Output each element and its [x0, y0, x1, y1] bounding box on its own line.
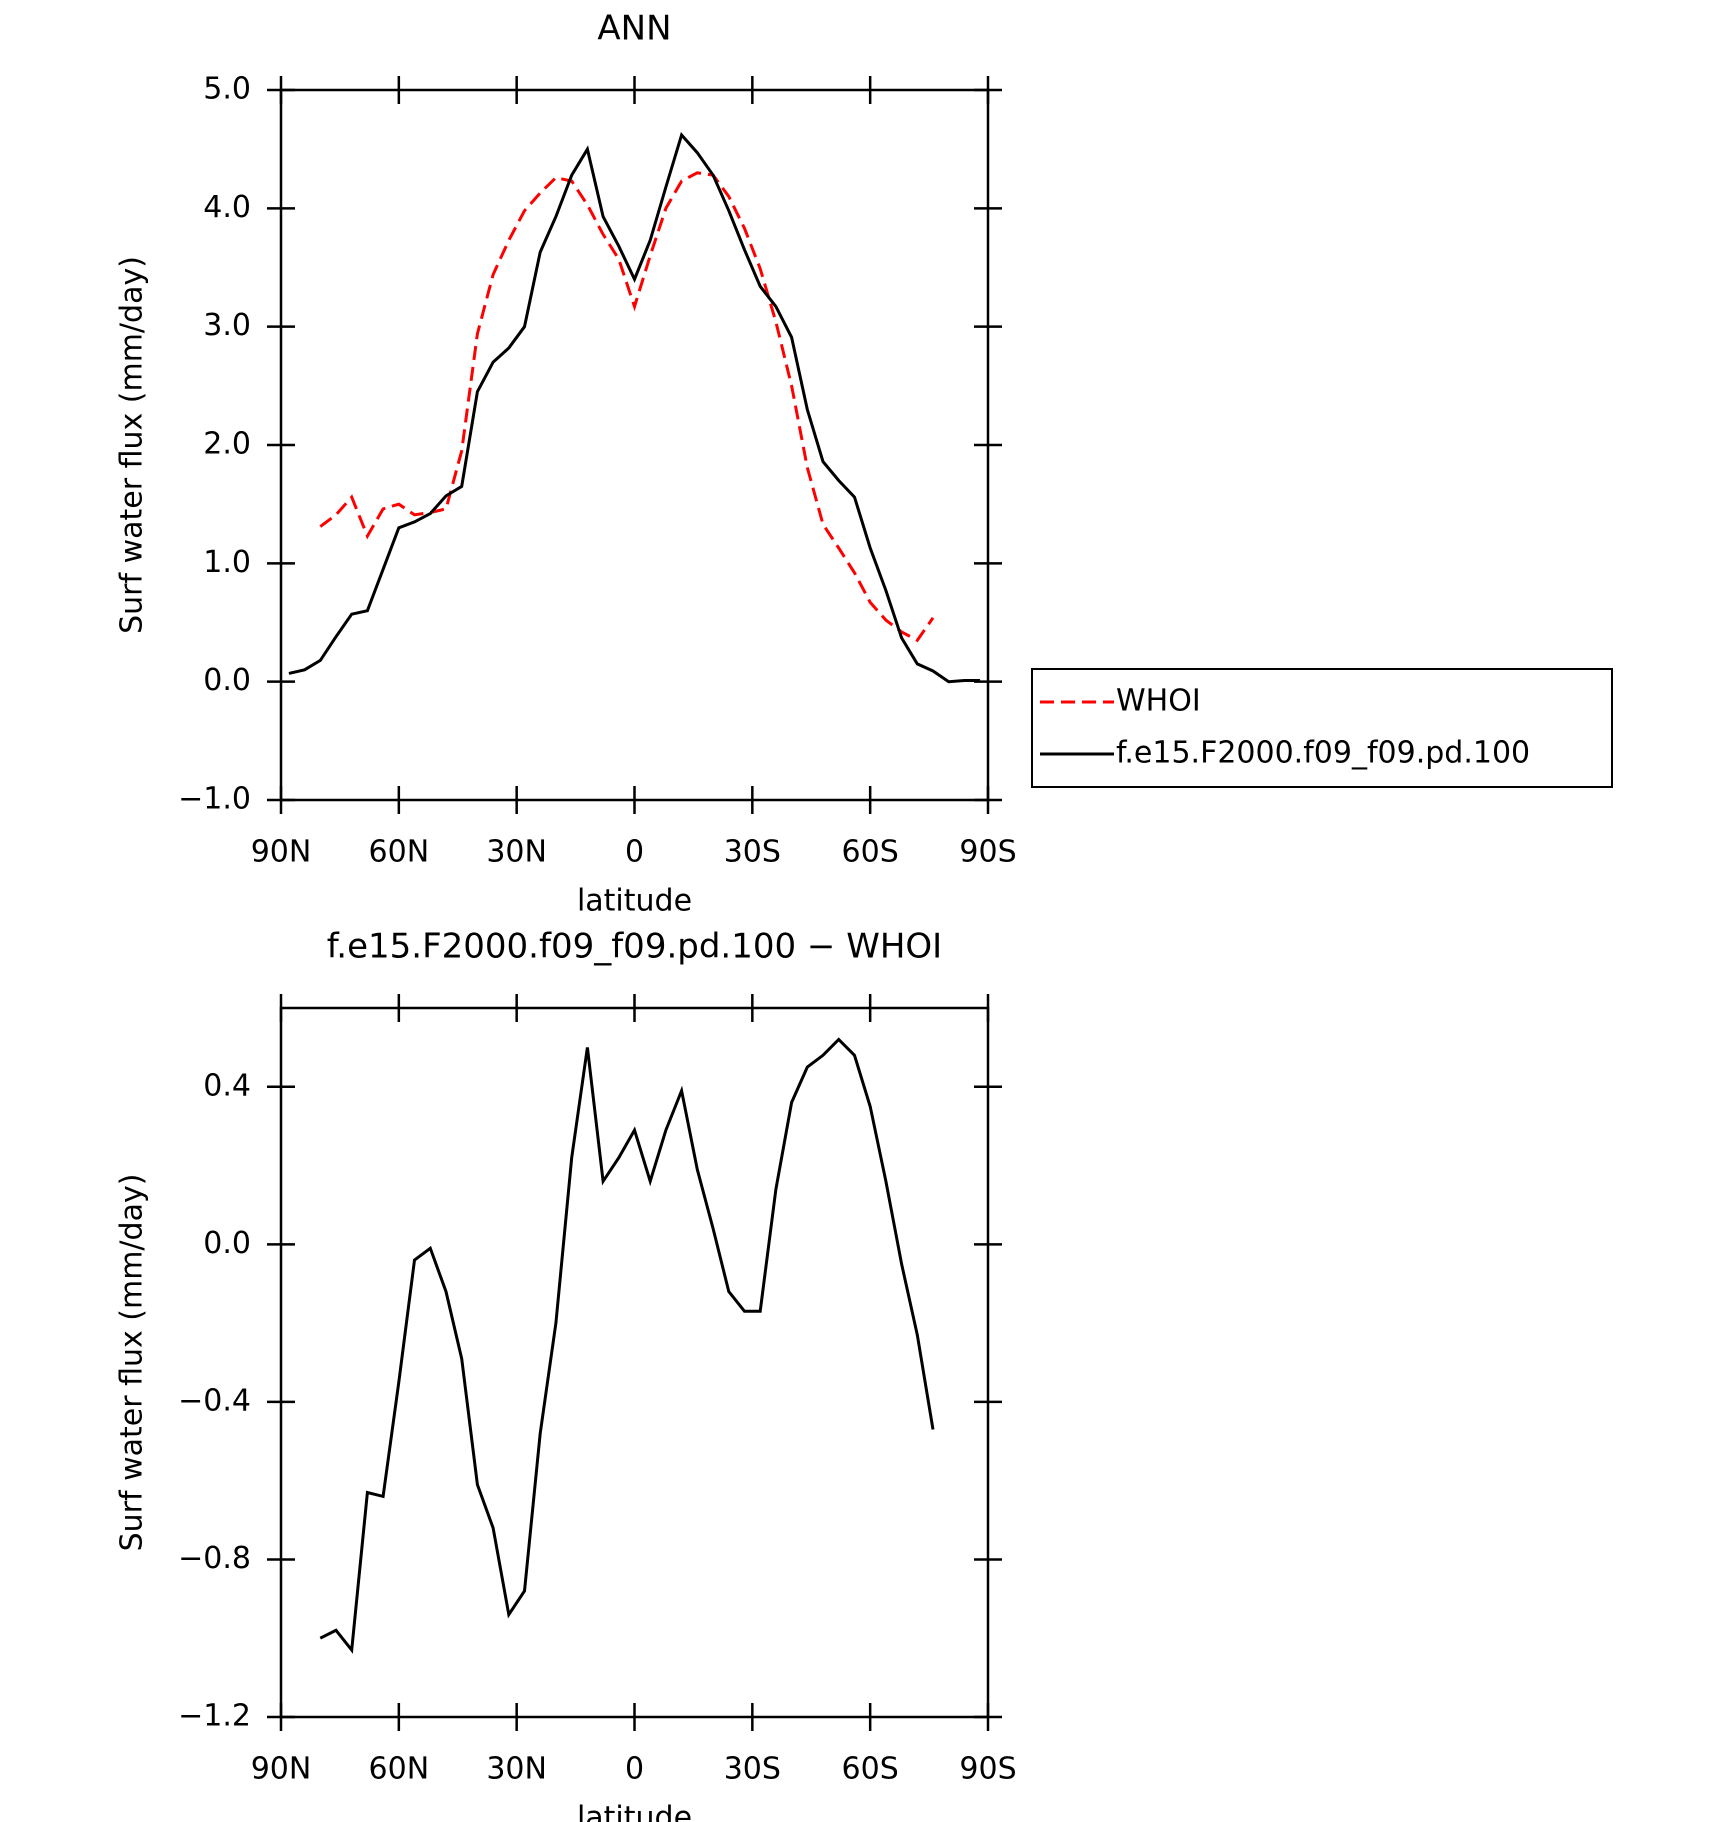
y-tick-label: 2.0 — [203, 427, 251, 462]
x-tick-label: 60S — [842, 835, 899, 870]
legend-box — [1031, 668, 1613, 788]
x-tick-label: 30S — [724, 1752, 781, 1787]
legend-label: f.e15.F2000.f09_f09.pd.100 — [1116, 736, 1530, 771]
y-tick-label: −1.0 — [178, 782, 251, 817]
y-axis-label: Surf water flux (mm/day) — [115, 1174, 150, 1552]
x-axis-label: latitude — [577, 884, 692, 919]
x-tick-label: 30S — [724, 835, 781, 870]
y-tick-label: −1.2 — [178, 1699, 251, 1734]
y-axis-label: Surf water flux (mm/day) — [115, 256, 150, 634]
chart-title: ANN — [597, 9, 671, 49]
x-tick-label: 60N — [369, 1752, 430, 1787]
y-tick-label: 0.0 — [203, 1226, 251, 1261]
y-tick-label: 1.0 — [203, 545, 251, 580]
y-tick-label: 0.0 — [203, 663, 251, 698]
x-tick-label: 0 — [625, 835, 644, 870]
x-tick-label: 30N — [486, 835, 547, 870]
plot-frame — [279, 1006, 990, 1719]
x-tick-label: 60N — [369, 835, 430, 870]
data-line — [319, 171, 935, 643]
y-tick-label: 4.0 — [203, 190, 251, 225]
chart-title: f.e15.F2000.f09_f09.pd.100 − WHOI — [327, 927, 942, 967]
x-tick-label: 90N — [251, 1752, 312, 1787]
y-tick-label: −0.4 — [178, 1383, 251, 1418]
x-tick-label: 60S — [842, 1752, 899, 1787]
x-tick-label: 90S — [959, 835, 1016, 870]
x-tick-label: 90S — [959, 1752, 1016, 1787]
x-tick-label: 30N — [486, 1752, 547, 1787]
y-tick-label: 3.0 — [203, 308, 251, 343]
y-tick-label: 5.0 — [203, 72, 251, 107]
y-tick-label: 0.4 — [203, 1068, 251, 1103]
x-tick-label: 0 — [625, 1752, 644, 1787]
x-tick-label: 90N — [251, 835, 312, 870]
x-axis-label: latitude — [577, 1801, 692, 1822]
data-line — [319, 1037, 935, 1654]
legend-label: WHOI — [1116, 684, 1201, 719]
y-tick-label: −0.8 — [178, 1541, 251, 1576]
data-line — [288, 131, 981, 684]
plot-frame — [279, 88, 990, 802]
